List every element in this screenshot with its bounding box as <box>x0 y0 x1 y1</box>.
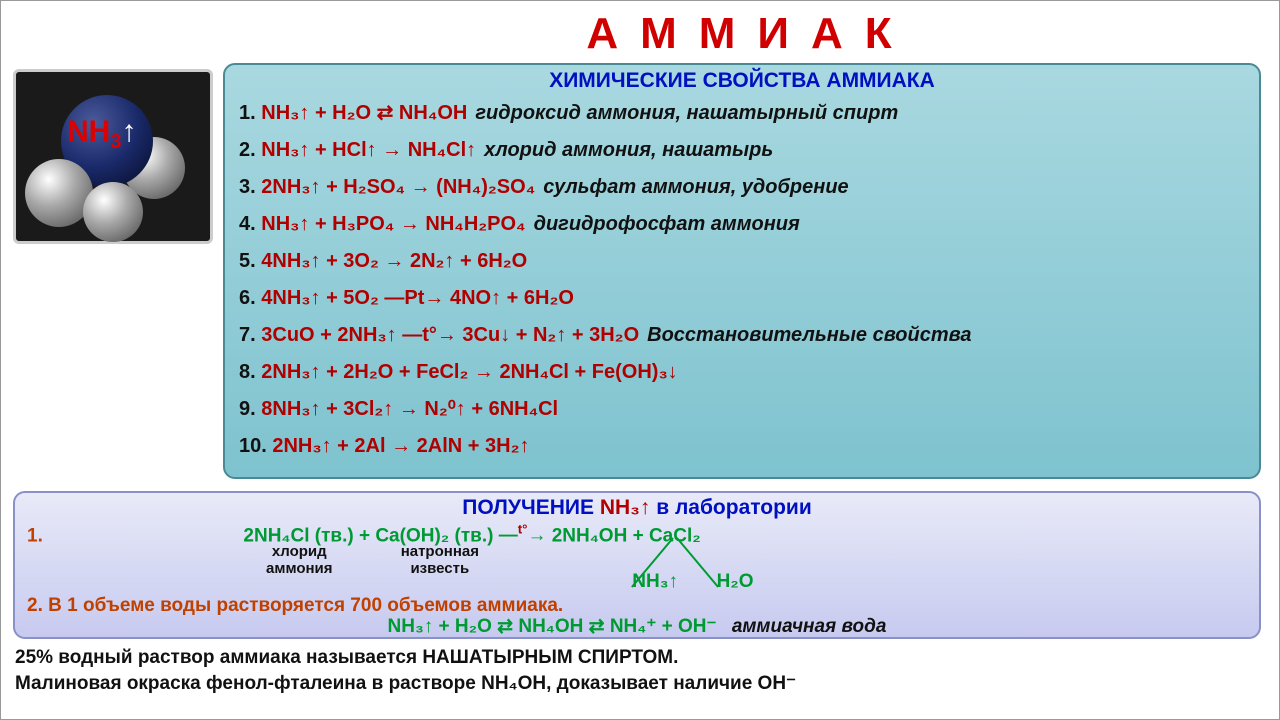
properties-panel: ХИМИЧЕСКИЕ СВОЙСТВА АММИАКА 1. NH₃↑ + H₂… <box>223 63 1261 479</box>
lab-eq-3: NH₃↑ + H₂O ⇄ NH₄OH ⇄ NH₄⁺ + OH⁻ аммиачна… <box>27 615 1247 638</box>
molecule-label: NH3↑ <box>67 115 136 154</box>
lab-r3-note: аммиачная вода <box>722 616 887 637</box>
lab-heading-post: в лаборатории <box>650 496 811 519</box>
atom-h <box>83 182 143 242</box>
lab-fact-2: 2. В 1 объеме воды растворяется 700 объе… <box>27 595 1247 617</box>
reaction-line: 5. 4NH₃↑ + 3O₂ → 2N₂↑ + 6H₂O <box>239 243 1245 280</box>
lab-heading: ПОЛУЧЕНИЕ NH₃↑ в лаборатории <box>27 496 1247 520</box>
properties-heading: ХИМИЧЕСКИЕ СВОЙСТВА АММИАКА <box>239 69 1245 93</box>
footer-1b: НАШАТЫРНЫМ СПИРТОМ. <box>422 647 678 668</box>
lab-panel: ПОЛУЧЕНИЕ NH₃↑ в лаборатории 1. 2NH₄Cl (… <box>13 491 1261 639</box>
decomp-a: NH₃↑ <box>632 571 678 592</box>
reaction-line: 10. 2NH₃↑ + 2Al → 2AlN + 3H₂↑ <box>239 428 1245 465</box>
reaction-line: 1. NH₃↑ + H₂O ⇄ NH₄OHгидроксид аммония, … <box>239 95 1245 132</box>
decomp-diagram <box>625 543 805 561</box>
reaction-line: 4. NH₃↑ + H₃PO₄ → NH₄H₂PO₄дигидрофосфат … <box>239 206 1245 243</box>
reaction-line: 6. 4NH₃↑ + 5O₂ —Pt→ 4NO↑ + 6H₂O <box>239 280 1245 317</box>
reaction-line: 7. 3CuO + 2NH₃↑ —t°→ 3Cu↓ + N₂↑ + 3H₂OВо… <box>239 317 1245 354</box>
reaction-line: 9. 8NH₃↑ + 3Cl₂↑ → N₂⁰↑ + 6NH₄Cl <box>239 391 1245 428</box>
formula-sub: 3 <box>110 131 121 153</box>
reaction-line: 3. 2NH₃↑ + H₂SO₄ → (NH₄)₂SO₄сульфат аммо… <box>239 169 1245 206</box>
page-title: АММИАК <box>1 1 1279 59</box>
decomp-b: H₂O <box>717 571 754 592</box>
footer-1a: 25% водный раствор аммиака называется <box>15 647 422 668</box>
footer-text: 25% водный раствор аммиака называется НА… <box>15 645 1265 696</box>
formula-text: NH <box>67 115 110 148</box>
lab-heading-formula: NH₃↑ <box>600 496 651 519</box>
lab-heading-pre: ПОЛУЧЕНИЕ <box>462 496 600 519</box>
reaction-line: 8. 2NH₃↑ + 2H₂O + FeCl₂ → 2NH₄Cl + Fe(OH… <box>239 354 1245 391</box>
lab-r3-eq: NH₃↑ + H₂O ⇄ NH₄OH ⇄ NH₄⁺ + OH⁻ <box>388 616 717 637</box>
reactions-list: 1. NH₃↑ + H₂O ⇄ NH₄OHгидроксид аммония, … <box>239 95 1245 465</box>
formula-arrow: ↑ <box>121 115 136 148</box>
reaction-line: 2. NH₃↑ + HCl↑ → NH₄Cl↑хлорид аммония, н… <box>239 132 1245 169</box>
footer-2: Малиновая окраска фенол-фталеина в раств… <box>15 673 796 694</box>
molecule-3d: NH3↑ <box>23 77 203 237</box>
molecule-panel: NH3↑ <box>13 69 213 244</box>
